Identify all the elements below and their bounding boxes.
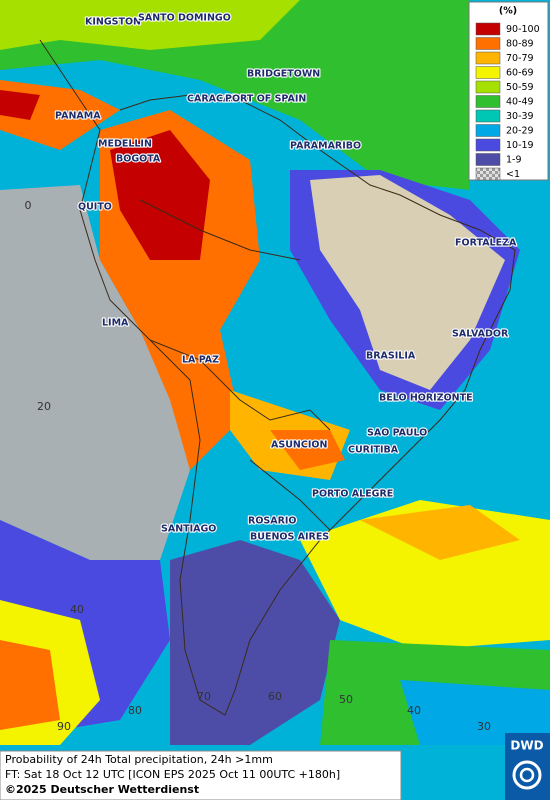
longitude-label: 50 <box>339 693 353 706</box>
legend-label: 40-49 <box>506 97 534 108</box>
legend-swatch <box>475 124 501 137</box>
legend-label: 60-69 <box>506 68 534 79</box>
city-label: PARAMARIBO <box>290 141 361 152</box>
logo: DWD <box>505 733 550 800</box>
legend-swatch <box>475 22 501 36</box>
legend-label: 70-79 <box>506 53 534 64</box>
city-label: ROSARIO <box>248 516 297 527</box>
city-label: SALVADOR <box>452 329 509 340</box>
longitude-label: 90 <box>57 720 71 733</box>
city-label: LA PAZ <box>182 355 219 366</box>
city-label: SANTIAGO <box>161 524 216 535</box>
city-label: BUENOS AIRES <box>250 532 329 543</box>
legend-swatch <box>475 37 501 50</box>
legend-label: 90-100 <box>506 24 540 35</box>
city-label: FORTALEZA <box>455 238 517 249</box>
longitude-label: 60 <box>268 690 282 703</box>
legend-label: 1-9 <box>506 155 522 166</box>
city-label: BOGOTA <box>116 154 161 165</box>
legend-label: 30-39 <box>506 111 534 122</box>
caption: Probability of 24h Total precipitation, … <box>0 750 402 800</box>
city-label: SAO PAULO <box>367 428 427 439</box>
legend-label: 80-89 <box>506 39 534 50</box>
legend-label: 20-29 <box>506 126 534 137</box>
legend-swatch <box>475 138 501 152</box>
city-label: KINGSTON <box>85 17 141 28</box>
city-label: PORT OF SPAIN <box>225 94 306 105</box>
logo-icon <box>512 760 542 790</box>
city-label: BRASILIA <box>366 351 416 362</box>
caption-line: Probability of 24h Total precipitation, … <box>5 753 273 766</box>
latitude-label: 40 <box>70 603 84 616</box>
legend: (%) 90-100 80-89 70-79 60-69 50-59 40-49 30-39… <box>468 1 549 181</box>
graticule-labels: 0 20 40 90 80 70 60 50 40 30 <box>25 199 492 733</box>
logo-icon <box>519 767 535 783</box>
legend-swatch <box>475 51 501 65</box>
longitude-label: 30 <box>477 720 491 733</box>
city-label: PORTO ALEGRE <box>312 489 393 500</box>
city-label: BELO HORIZONTE <box>379 393 473 404</box>
legend-swatch <box>475 167 501 181</box>
legend-items: 90-100 80-89 70-79 60-69 50-59 40-49 30-39 20-2… <box>475 22 540 181</box>
city-label: MEDELLIN <box>98 139 152 150</box>
logo-text: DWD <box>510 739 543 753</box>
city-label: SANTO DOMINGO <box>138 13 231 24</box>
legend-label: <1 <box>506 169 520 180</box>
city-label: LIMA <box>102 318 129 329</box>
legend-swatch <box>475 153 501 166</box>
legend-label: 10-19 <box>506 140 534 151</box>
legend-swatch <box>475 66 501 79</box>
latitude-label: 20 <box>37 400 51 413</box>
caption-box <box>0 750 402 800</box>
legend-title: (%) <box>499 6 517 17</box>
longitude-label: 40 <box>407 704 421 717</box>
legend-swatch <box>475 80 501 94</box>
city-label: PANAMA <box>55 111 101 122</box>
latitude-label: 0 <box>25 199 32 212</box>
legend-label: 50-59 <box>506 82 534 93</box>
city-label: BRIDGETOWN <box>247 69 320 80</box>
legend-swatch <box>475 109 501 123</box>
city-label: QUITO <box>78 202 112 213</box>
longitude-label: 80 <box>128 704 142 717</box>
legend-swatch <box>475 95 501 108</box>
city-label: CURITIBA <box>348 445 399 456</box>
coastlines <box>39 39 516 716</box>
longitude-label: 70 <box>197 690 211 703</box>
city-label: CARACAS <box>187 94 237 105</box>
caption-line: ©2025 Deutscher Wetterdienst <box>5 783 199 796</box>
caption-line: FT: Sat 18 Oct 12 UTC [ICON EPS 2025 Oct… <box>5 768 340 781</box>
city-label: ASUNCION <box>271 440 327 451</box>
